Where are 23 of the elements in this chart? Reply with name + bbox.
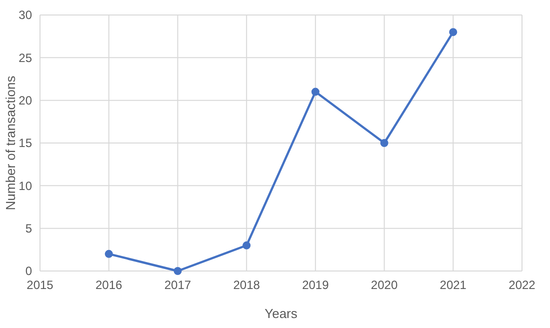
point — [380, 139, 388, 147]
x-tick-label: 2019 — [302, 278, 330, 292]
x-tick-label: 2016 — [96, 278, 123, 292]
y-tick-label: 5 — [25, 222, 32, 236]
y-tick-label: 10 — [18, 178, 32, 193]
x-tick-label: 2017 — [164, 278, 192, 292]
x-tick-label: 2015 — [26, 278, 54, 292]
y-tick-label: 15 — [18, 136, 32, 150]
x-tick-label: 2021 — [440, 278, 467, 292]
x-axis-title: Years — [264, 306, 298, 321]
point — [174, 267, 182, 275]
y-axis-title: Number of transactions — [3, 75, 18, 210]
point — [242, 241, 251, 250]
point — [104, 250, 113, 258]
x-tick-label: 2022 — [508, 278, 536, 292]
y-tick-label: 25 — [18, 50, 32, 65]
y-tick-label: 0 — [25, 264, 32, 278]
point — [449, 28, 458, 36]
y-tick-label: 30 — [18, 8, 32, 22]
x-tick-label: 2020 — [370, 278, 398, 292]
y-tick-label: 20 — [18, 94, 32, 108]
x-tick-label: 2018 — [233, 278, 260, 292]
point — [311, 88, 320, 96]
